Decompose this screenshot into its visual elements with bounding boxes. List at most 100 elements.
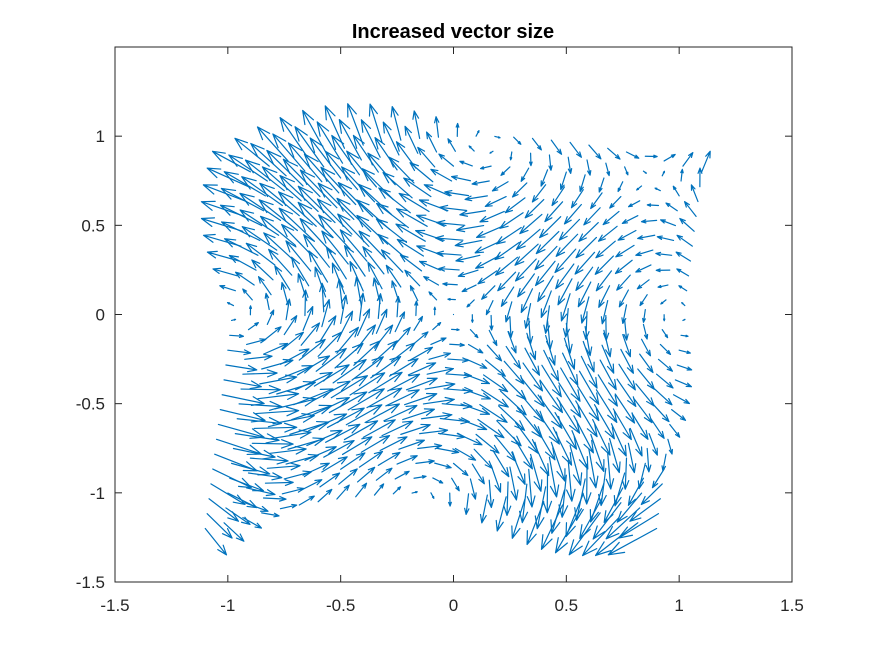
quiver-arrow [537,275,554,303]
quiver-arrow [340,294,348,325]
quiver-arrow [678,349,691,354]
quiver-arrow [346,150,377,188]
y-tick-label: -0.5 [76,395,105,414]
quiver-arrow [514,258,537,282]
quiver-arrow [372,340,398,364]
quiver-arrow [400,423,431,435]
quiver-arrow [300,479,323,491]
quiver-arrow [261,166,302,202]
quiver-arrow [674,379,693,388]
quiver-arrow [627,442,637,474]
quiver-arrow [637,368,655,390]
quiver-arrow [272,133,306,172]
quiver-arrow [226,301,235,307]
quiver-arrow [466,299,475,308]
quiver-arrow [530,453,543,492]
quiver-arrow [550,139,563,155]
quiver-arrow [577,281,592,308]
quiver-arrow [550,441,566,482]
quiver-arrow [297,273,308,302]
quiver-arrow [488,329,498,347]
quiver-arrow [594,522,639,557]
quiver-arrow [650,418,665,439]
quiver-arrow [489,150,494,154]
quiver-arrow [268,248,293,276]
quiver-arrow [291,256,310,287]
quiver-arrow [503,360,525,385]
quiver-arrow [597,225,618,242]
quiver-arrow [500,286,515,307]
y-tick-label: 1 [96,127,105,146]
quiver-arrow [368,103,383,143]
quiver-arrow [612,408,632,441]
quiver-arrow [244,159,285,192]
quiver-arrow [548,154,553,171]
quiver-arrow [261,358,294,370]
quiver-arrow [264,292,270,311]
quiver-arrow [331,134,361,176]
quiver-arrow [495,226,522,245]
quiver-arrow [313,364,350,387]
quiver-arrow [390,106,402,141]
quiver-arrow [229,333,245,338]
quiver-arrow [355,324,376,352]
quiver-arrow [387,373,421,392]
quiver-arrow [665,202,678,212]
quiver-arrow [455,254,481,263]
quiver-arrow [225,507,251,525]
quiver-arrow [277,191,317,227]
quiver-arrow [317,488,333,503]
quiver-arrow [459,210,487,217]
x-tick-label: -0.5 [326,596,355,615]
quiver-arrow [509,151,513,161]
quiver-arrow [249,455,289,465]
quiver-arrow [499,212,524,229]
quiver-arrow [575,236,598,259]
quiver-arrow [347,388,385,411]
quiver-arrow [603,329,612,358]
quiver-arrow [375,308,388,334]
quiver-arrow [479,404,508,423]
quiver-arrow [395,208,428,227]
quiver-arrow [468,145,475,152]
quiver-arrow [679,217,695,232]
quiver-arrow [330,375,368,399]
quiver-arrow [616,492,643,523]
quiver-arrow [621,215,639,225]
quiver-arrow [554,248,577,274]
quiver-arrow [424,381,456,390]
quiver-arrow [466,358,488,369]
quiver-arrow [451,477,460,492]
quiver-arrow [484,196,507,208]
quiver-arrow [409,285,419,302]
quiver-arrow [338,468,358,485]
quiver-arrow [524,347,541,376]
quiver-arrow [496,420,522,447]
quiver-arrow [283,315,298,336]
quiver-arrow [598,285,611,308]
quiver-arrow [202,233,242,247]
quiver-arrow [247,322,259,331]
quiver-arrow [279,503,298,510]
quiver-arrow [490,464,502,493]
quiver-arrow [298,495,315,506]
quiver-arrow [636,185,643,191]
quiver-arrow [479,210,505,223]
quiver-arrow [534,486,547,530]
quiver-arrow [531,137,542,151]
quiver-arrow [637,462,646,490]
quiver-arrow [432,322,442,331]
quiver-arrow [605,452,615,490]
quiver-arrow [337,181,374,218]
quiver-arrow [358,450,384,468]
quiver-arrow [448,492,452,507]
quiver-arrow [278,207,315,242]
quiver-arrow [454,447,477,461]
quiver-arrow [447,138,456,152]
quiver-arrow [396,238,425,257]
quiver-arrow [621,304,628,325]
quiver-arrow [511,182,528,198]
quiver-arrow [471,180,490,186]
quiver-arrow [654,187,661,192]
